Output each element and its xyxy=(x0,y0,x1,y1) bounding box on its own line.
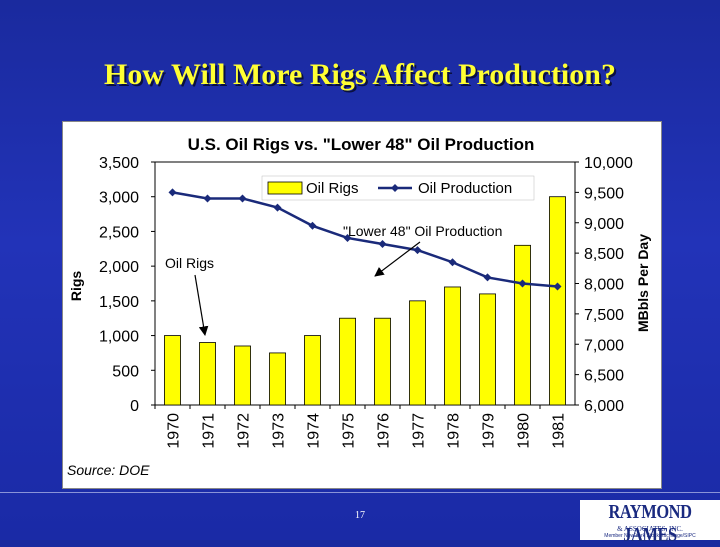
logo-subtext: & ASSOCIATES, INC. xyxy=(617,525,683,533)
point-oil-production-1980 xyxy=(518,279,527,288)
y-tick-left: 2,500 xyxy=(99,224,139,241)
y-tick-right: 8,000 xyxy=(584,277,624,294)
source-note: Source: DOE xyxy=(67,462,150,478)
y-tick-right: 7,500 xyxy=(584,307,624,324)
bar-rigs-1975 xyxy=(339,317,356,406)
annotation-rigs: Oil Rigs xyxy=(165,255,214,271)
legend-label-rigs: Oil Rigs xyxy=(306,180,359,197)
slide-title: How Will More Rigs Affect Production? xyxy=(104,58,616,91)
point-oil-production-1973 xyxy=(273,203,282,212)
y-tick-right: 6,000 xyxy=(584,398,624,415)
y-tick-right: 7,000 xyxy=(584,337,624,354)
bar-rigs-1981 xyxy=(549,196,566,406)
y-axis-right-label: MBbls Per Day xyxy=(635,234,651,332)
x-tick-label: 1980 xyxy=(516,413,533,449)
bar-rigs-1974 xyxy=(304,335,321,406)
point-oil-production-1974 xyxy=(308,221,317,230)
y-tick-left: 500 xyxy=(112,363,139,380)
company-logo: RAYMOND JAMES & ASSOCIATES, INC. Member … xyxy=(580,500,720,546)
y-tick-right: 9,500 xyxy=(584,185,624,202)
x-tick-label: 1979 xyxy=(481,413,498,449)
x-tick-label: 1971 xyxy=(201,413,218,449)
bar-rigs-1976 xyxy=(374,317,391,406)
annotation-production-arrow xyxy=(374,241,421,277)
x-tick-label: 1976 xyxy=(376,413,393,449)
point-oil-production-1975 xyxy=(343,233,352,242)
point-oil-production-1978 xyxy=(448,258,457,267)
point-oil-production-1971 xyxy=(203,194,212,203)
point-oil-production-1981 xyxy=(553,282,562,291)
footer-rule xyxy=(0,492,720,493)
x-tick-label: 1974 xyxy=(306,413,323,449)
x-tick-label: 1972 xyxy=(236,413,253,449)
point-oil-production-1970 xyxy=(168,188,177,197)
logo-text: RAYMOND JAMES xyxy=(608,501,692,546)
point-oil-production-1976 xyxy=(378,240,387,249)
annotation-rigs-arrow xyxy=(194,274,209,336)
y-tick-right: 9,000 xyxy=(584,216,624,233)
point-oil-production-1977 xyxy=(413,246,422,255)
y-tick-right: 10,000 xyxy=(584,155,633,172)
bar-rigs-1977 xyxy=(409,300,426,406)
bar-rigs-1973 xyxy=(269,352,286,406)
y-axis-left-label: Rigs xyxy=(68,271,84,302)
x-tick-label: 1970 xyxy=(166,413,183,449)
x-tick-label: 1975 xyxy=(341,413,358,449)
chart-title: U.S. Oil Rigs vs. "Lower 48" Oil Product… xyxy=(188,135,535,154)
point-oil-production-1979 xyxy=(483,273,492,282)
bar-rigs-1971 xyxy=(199,342,216,406)
x-tick-label: 1977 xyxy=(411,413,428,449)
y-tick-left: 3,000 xyxy=(99,190,139,207)
y-tick-right: 6,500 xyxy=(584,368,624,385)
y-tick-left: 1,000 xyxy=(99,329,139,346)
y-tick-left: 3,500 xyxy=(99,155,139,172)
bar-rigs-1979 xyxy=(479,293,496,406)
logo-tagline: Member New York Stock Exchange/SIPC xyxy=(604,533,696,539)
bar-rigs-1978 xyxy=(444,286,461,406)
x-tick-label: 1973 xyxy=(271,413,288,449)
y-tick-left: 1,500 xyxy=(99,294,139,311)
y-tick-right: 8,500 xyxy=(584,246,624,263)
page-number: 17 xyxy=(355,510,365,521)
bar-rigs-1972 xyxy=(234,345,251,406)
x-tick-label: 1978 xyxy=(446,413,463,449)
x-tick-label: 1981 xyxy=(551,413,568,449)
line-oil-production xyxy=(172,191,558,288)
y-tick-left: 0 xyxy=(130,398,139,415)
annotation-production: "Lower 48" Oil Production xyxy=(343,223,502,239)
legend-swatch-rigs xyxy=(267,181,303,195)
bar-rigs-1970 xyxy=(164,335,181,406)
point-oil-production-1972 xyxy=(238,194,247,203)
y-tick-left: 2,000 xyxy=(99,259,139,276)
legend-label-production: Oil Production xyxy=(418,180,512,197)
legend: Oil Rigs Oil Production xyxy=(261,175,535,201)
bar-rigs-1980 xyxy=(514,244,531,406)
plot-area xyxy=(154,161,576,406)
